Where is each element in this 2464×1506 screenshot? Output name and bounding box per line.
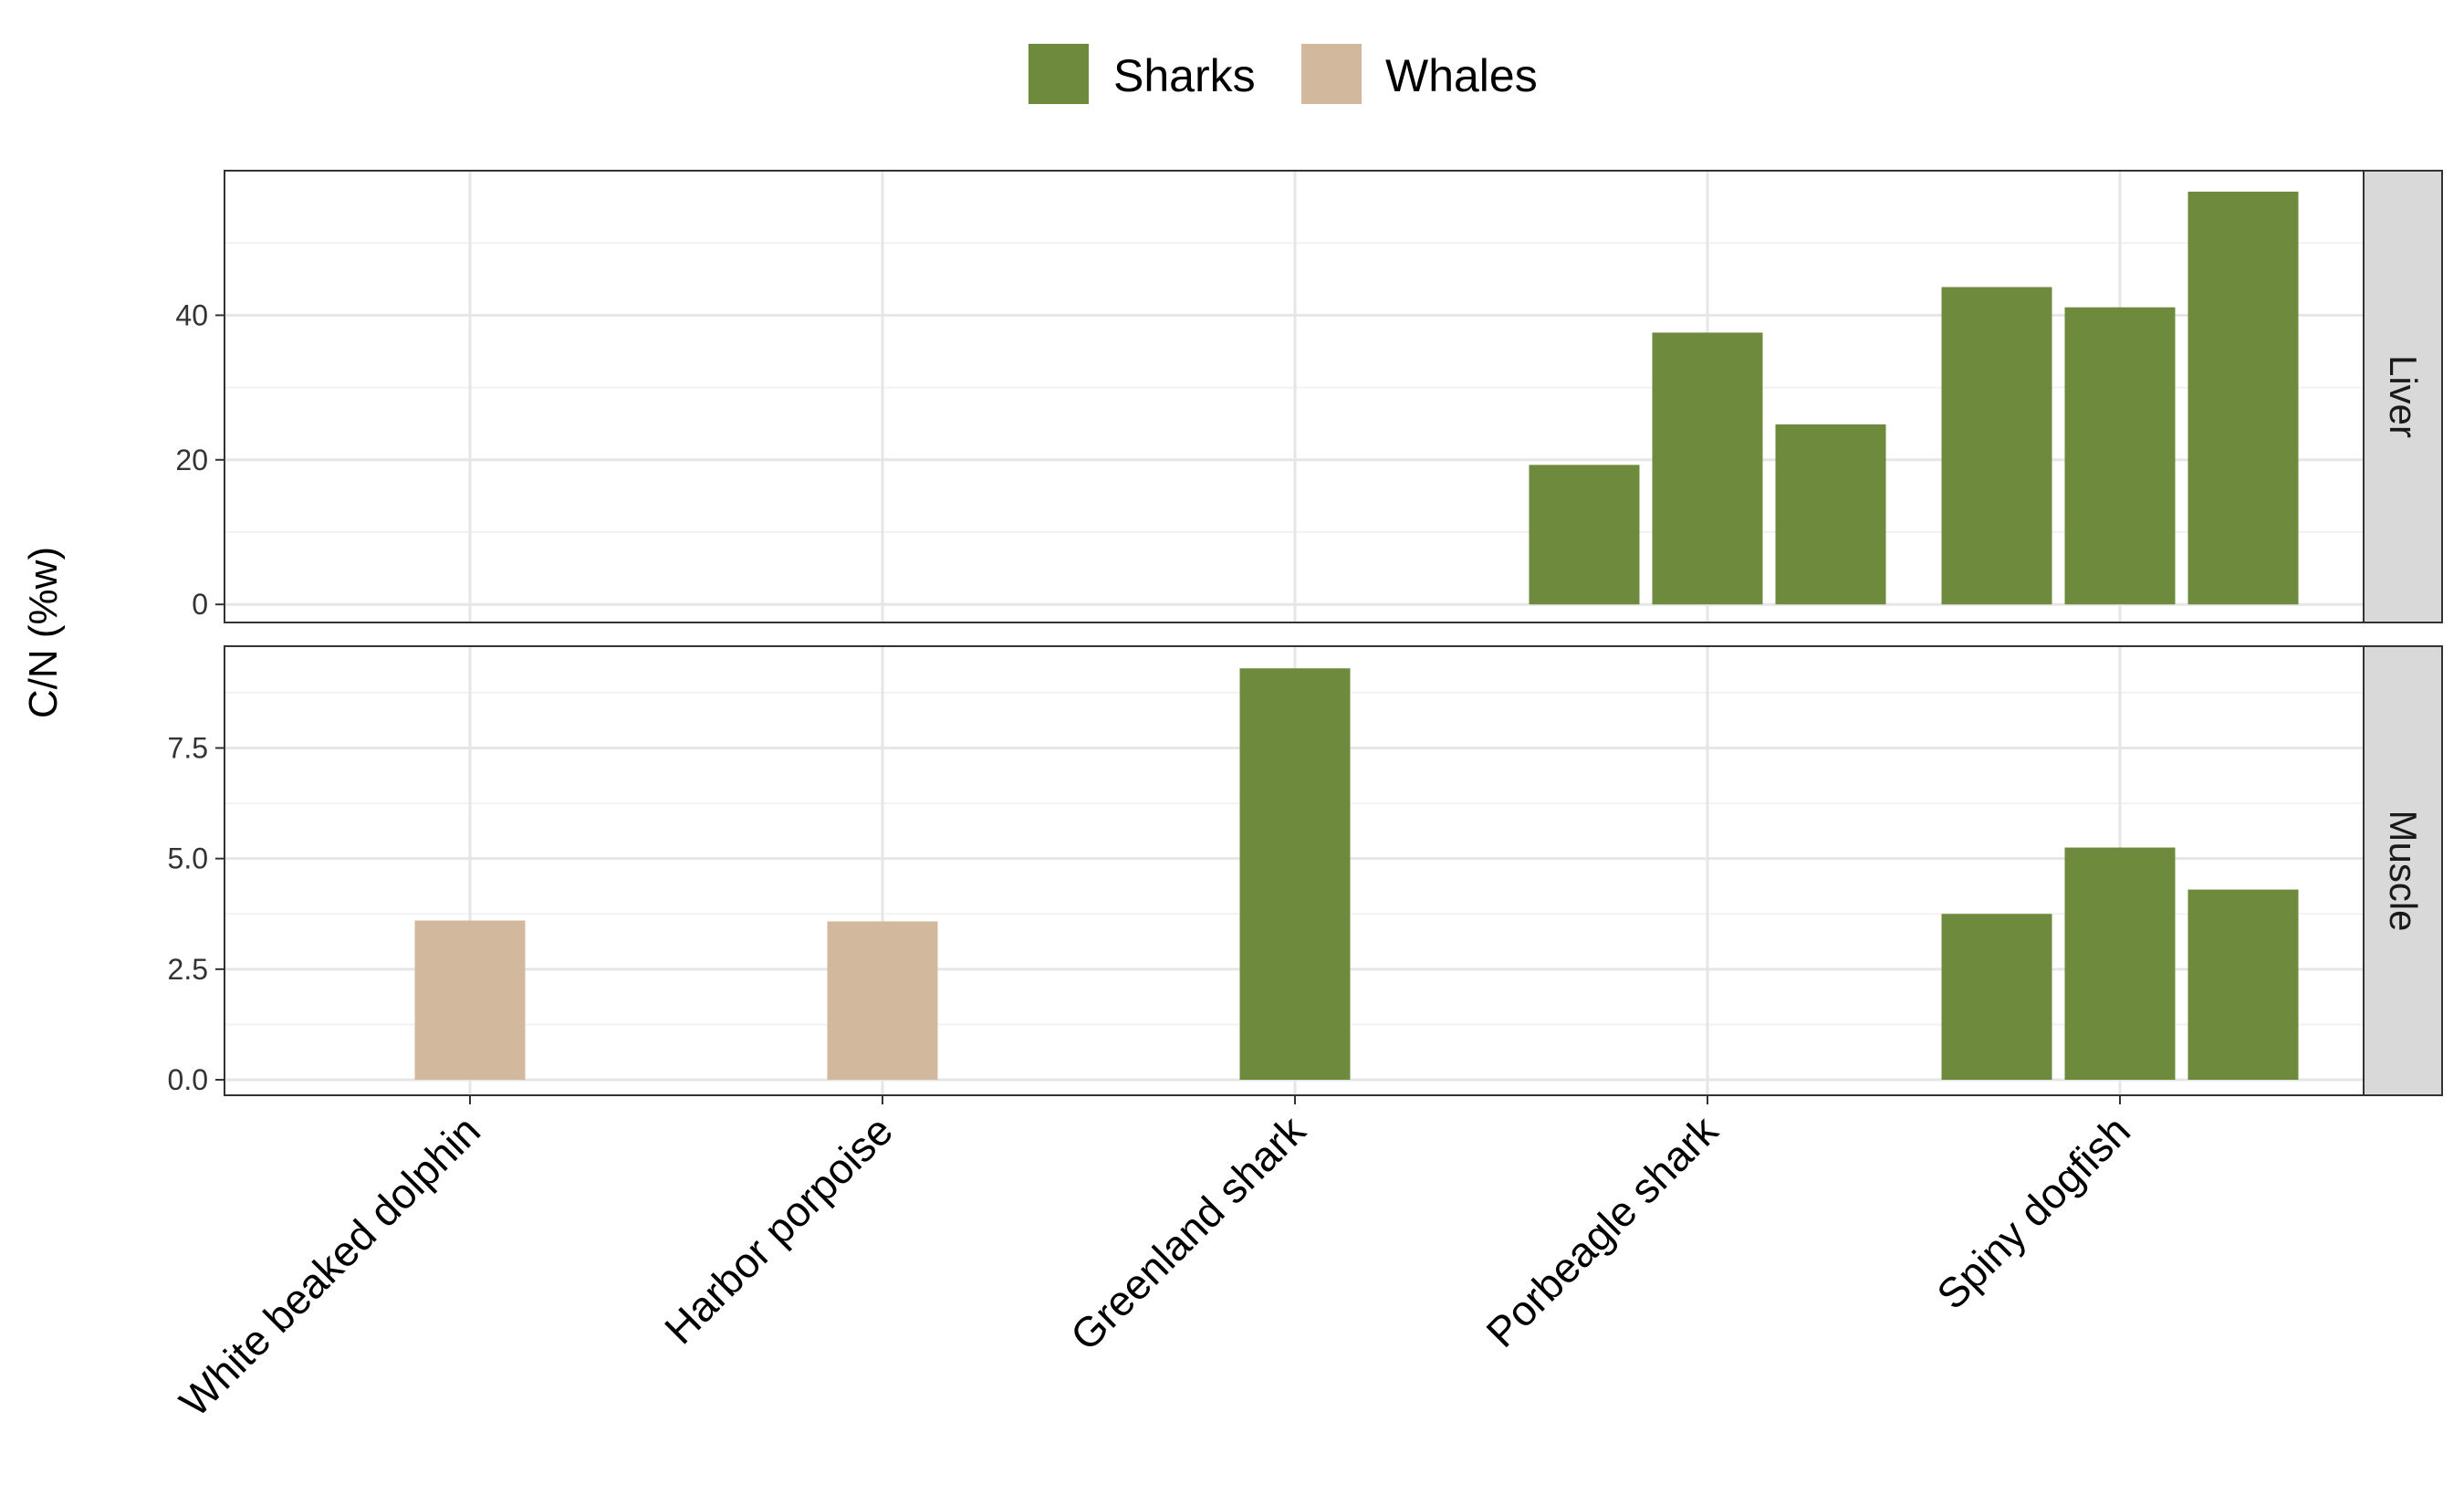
bar bbox=[1775, 424, 1886, 605]
y-tick-label: 2.5 bbox=[168, 953, 208, 986]
y-tick-label: 7.5 bbox=[168, 731, 208, 764]
x-category-label: Porbeagle shark bbox=[1477, 1106, 1727, 1356]
legend-swatch-sharks bbox=[1028, 44, 1089, 104]
y-tick-label: 20 bbox=[175, 444, 208, 476]
legend: Sharks Whales bbox=[1028, 44, 1538, 104]
bar bbox=[1941, 914, 2052, 1081]
y-axis-title: C/N (%w) bbox=[21, 547, 66, 718]
bar bbox=[2187, 191, 2299, 605]
legend-swatch-whales bbox=[1301, 44, 1362, 104]
bar bbox=[2064, 847, 2176, 1081]
bar bbox=[2187, 889, 2299, 1081]
bar bbox=[1529, 465, 1640, 605]
bar bbox=[414, 920, 526, 1081]
panel-muscle: 0.0 2.5 5.0 7.5 Muscle bbox=[168, 645, 2443, 1104]
x-category-label: Greenland shark bbox=[1061, 1106, 1315, 1360]
x-category-label: Harbor porpoise bbox=[655, 1106, 902, 1353]
x-category-label: White beaked dolphin bbox=[170, 1106, 489, 1426]
panel-liver: 0 20 40 Liver bbox=[175, 170, 2443, 623]
y-tick-label: 0.0 bbox=[168, 1063, 208, 1096]
legend-label-whales: Whales bbox=[1385, 50, 1538, 101]
bar bbox=[1652, 332, 1763, 605]
bar bbox=[1239, 668, 1351, 1081]
facet-strip-label: Liver bbox=[2382, 355, 2425, 438]
x-axis-category-labels: White beaked dolphin Harbor porpoise Green… bbox=[170, 1106, 2139, 1426]
legend-label-sharks: Sharks bbox=[1113, 50, 1256, 101]
y-tick-label: 0 bbox=[192, 588, 208, 621]
bar bbox=[1941, 287, 2052, 605]
bar bbox=[827, 921, 938, 1081]
facet-strip bbox=[2363, 645, 2443, 1096]
bar bbox=[2064, 307, 2176, 605]
facet-strip bbox=[2363, 170, 2443, 623]
facet-strip-label: Muscle bbox=[2382, 810, 2425, 931]
y-tick-label: 5.0 bbox=[168, 842, 208, 875]
y-tick-label: 40 bbox=[175, 298, 208, 331]
x-category-label: Spiny dogfish bbox=[1927, 1106, 2139, 1318]
